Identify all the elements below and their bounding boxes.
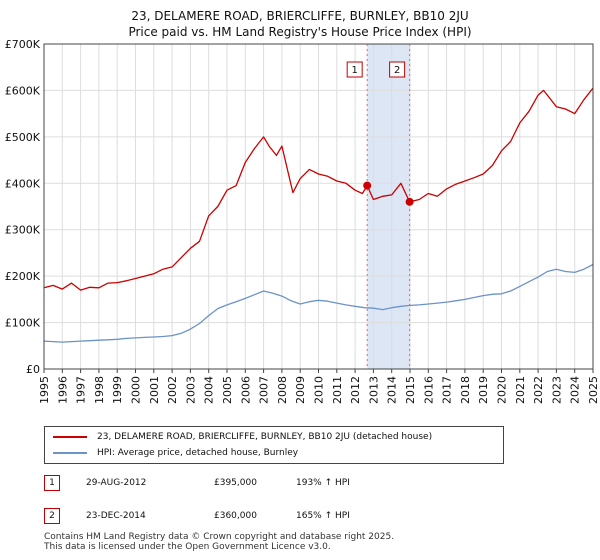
footer-licence: This data is licensed under the Open Gov…	[44, 542, 331, 552]
x-tick-label: 2022	[532, 376, 545, 404]
x-tick-label: 1998	[93, 376, 106, 404]
property-price-line	[43, 87, 594, 291]
transaction-hpi-change: 193% ↑ HPI	[296, 478, 350, 488]
footer-copyright: Contains HM Land Registry data © Crown c…	[44, 532, 395, 542]
x-tick-label: 2010	[313, 376, 326, 404]
sale-marker-number: 1	[351, 65, 357, 76]
highlight-band	[367, 44, 410, 369]
chart-title-line1: 23, DELAMERE ROAD, BRIERCLIFFE, BURNLEY,…	[131, 9, 469, 23]
x-tick-label: 2007	[258, 376, 271, 404]
transaction-date: 29-AUG-2012	[86, 478, 147, 488]
x-tick-label: 2003	[184, 376, 197, 404]
sale-point	[363, 181, 372, 190]
transaction-date: 23-DEC-2014	[86, 511, 146, 521]
sale-point	[405, 197, 414, 206]
x-tick-label: 2013	[367, 376, 380, 404]
chart-legend: 23, DELAMERE ROAD, BRIERCLIFFE, BURNLEY,…	[44, 426, 504, 464]
y-tick-label: £0	[26, 363, 40, 376]
x-tick-label: 2006	[239, 376, 252, 404]
hpi-line	[43, 263, 594, 343]
x-tick-label: 2004	[203, 376, 216, 404]
x-tick-label: 2024	[569, 376, 582, 404]
transaction-row: 2 23-DEC-2014 £360,000 165% ↑ HPI	[44, 508, 444, 526]
x-tick-label: 2015	[404, 376, 417, 404]
y-tick-label: £300K	[5, 224, 41, 237]
footer: Contains HM Land Registry data © Crown c…	[44, 532, 394, 552]
transaction-number-badge: 2	[44, 508, 60, 524]
y-tick-label: £400K	[5, 177, 41, 190]
x-tick-label: 2001	[148, 376, 161, 404]
y-tick-label: £100K	[5, 317, 41, 330]
legend-swatch-property	[53, 436, 87, 438]
x-tick-label: 2023	[550, 376, 563, 404]
y-tick-label: £500K	[5, 131, 41, 144]
x-tick-label: 2017	[441, 376, 454, 404]
transaction-hpi-change: 165% ↑ HPI	[296, 511, 350, 521]
x-tick-label: 2016	[422, 376, 435, 404]
x-tick-label: 1997	[75, 376, 88, 404]
y-tick-label: £200K	[5, 270, 41, 283]
sale-marker-number: 2	[394, 65, 400, 76]
y-tick-label: £700K	[5, 38, 41, 51]
transaction-price: £360,000	[214, 511, 257, 521]
x-tick-label: 2014	[386, 376, 399, 404]
transaction-row: 1 29-AUG-2012 £395,000 193% ↑ HPI	[44, 475, 444, 493]
x-tick-label: 2012	[349, 376, 362, 404]
x-tick-label: 2000	[130, 376, 143, 404]
legend-label-property: 23, DELAMERE ROAD, BRIERCLIFFE, BURNLEY,…	[97, 432, 433, 442]
sale-marker-badge	[389, 61, 406, 78]
x-tick-label: 2008	[276, 376, 289, 404]
x-tick-label: 2019	[477, 376, 490, 404]
x-tick-label: 2011	[331, 376, 344, 404]
x-tick-label: 2002	[166, 376, 179, 404]
x-tick-label: 2020	[496, 376, 509, 404]
price-chart: £0 £100K £200K £300K £400K £500K £600K £700K 199…	[5, 38, 600, 404]
x-tick-label: 2009	[294, 376, 307, 404]
legend-label-hpi: HPI: Average price, detached house, Burn…	[97, 448, 299, 458]
x-tick-label: 2021	[514, 376, 527, 404]
x-tick-label: 2025	[587, 376, 600, 404]
y-tick-label: £600K	[5, 84, 41, 97]
plot-frame	[43, 43, 594, 370]
x-tick-label: 1996	[56, 376, 69, 404]
chart-title-line2: Price paid vs. HM Land Registry's House …	[128, 25, 472, 39]
x-tick-label: 1999	[111, 376, 124, 404]
transaction-number-badge: 1	[44, 475, 60, 491]
sale-marker-badge	[346, 61, 363, 78]
legend-swatch-hpi	[53, 452, 87, 454]
transaction-price: £395,000	[214, 478, 257, 488]
x-tick-label: 2005	[221, 376, 234, 404]
x-tick-label: 1995	[38, 376, 51, 404]
x-tick-label: 2018	[459, 376, 472, 404]
